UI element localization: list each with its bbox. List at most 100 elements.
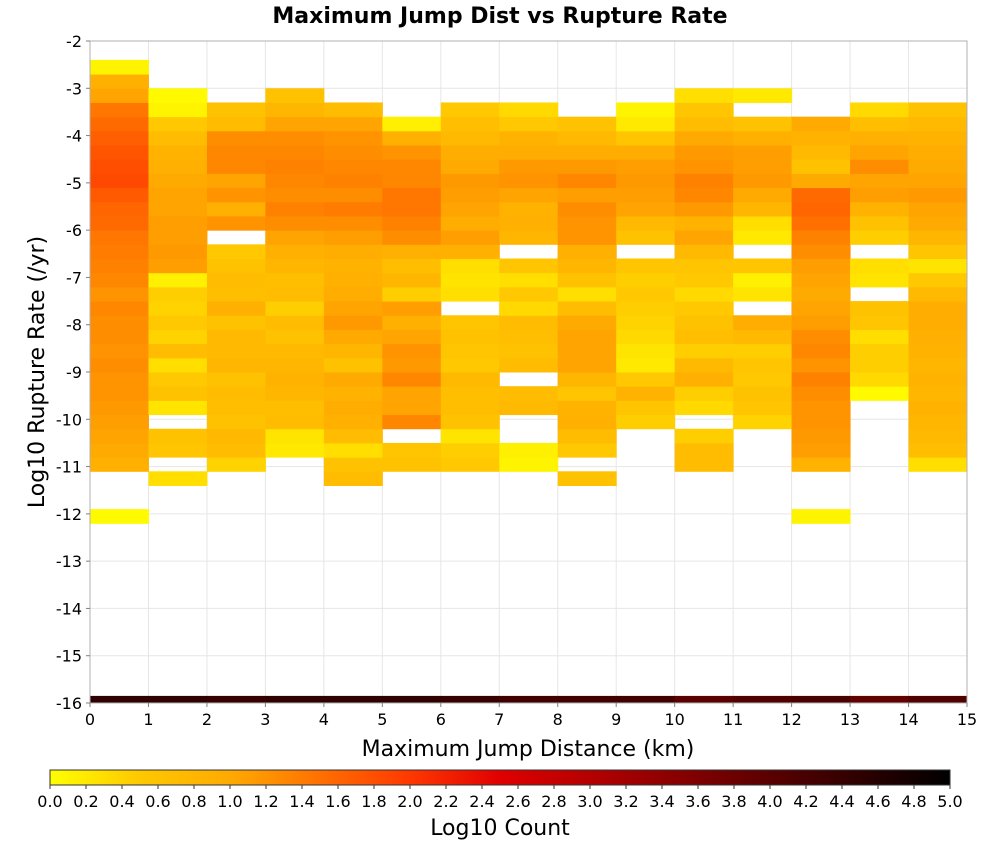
heatmap-cell [499, 301, 559, 316]
heatmap-cell [206, 130, 266, 146]
y-tick-label: -2 [66, 32, 82, 51]
y-tick-label: -16 [56, 694, 82, 713]
heatmap-cells [90, 59, 968, 703]
x-tick-label: 5 [377, 710, 387, 729]
heatmap-cell [148, 201, 208, 217]
heatmap-cell [323, 258, 383, 274]
x-tick-label: 13 [840, 710, 860, 729]
heatmap-cell [206, 315, 266, 330]
heatmap-cell [791, 258, 851, 274]
colorbar-tick-label: 1.6 [325, 792, 350, 811]
heatmap-cell [499, 215, 559, 231]
heatmap-cell [908, 315, 968, 330]
heatmap-cell [616, 343, 676, 359]
heatmap-cell [616, 173, 676, 189]
heatmap-cell [206, 457, 266, 472]
colorbar-tick-label: 1.2 [253, 792, 278, 811]
heatmap-cell [616, 130, 676, 146]
heatmap-cell [265, 372, 325, 387]
heatmap-cell [323, 315, 383, 330]
heatmap-cell [206, 428, 266, 444]
heatmap-cell [908, 372, 968, 387]
heatmap-cell [674, 386, 734, 401]
heatmap-cell [323, 244, 383, 260]
heatmap-cell [323, 130, 383, 146]
heatmap-cell [791, 173, 851, 189]
heatmap-cell [90, 116, 149, 132]
heatmap-cell [206, 695, 266, 703]
heatmap-cell [265, 343, 325, 359]
colorbar-tick-label: 2.2 [433, 792, 458, 811]
heatmap-cell [148, 130, 208, 146]
heatmap-cell [499, 315, 559, 330]
heatmap-cell [206, 187, 266, 203]
heatmap-cell [323, 471, 383, 486]
heatmap-cell [850, 187, 910, 203]
heatmap-cell [440, 187, 500, 203]
heatmap-cell [323, 343, 383, 359]
heatmap-cell [557, 215, 617, 231]
heatmap-cell [90, 457, 149, 472]
heatmap-cell [908, 258, 968, 274]
heatmap-cell [616, 372, 676, 387]
colorbar-tick-label: 2.6 [505, 792, 530, 811]
heatmap-cell [499, 258, 559, 274]
heatmap-cell [206, 102, 266, 118]
heatmap-cell [674, 400, 734, 416]
heatmap-cell [382, 215, 442, 231]
heatmap-cell [265, 244, 325, 260]
heatmap-cell [265, 301, 325, 316]
heatmap-cell [908, 244, 968, 260]
heatmap-cell [791, 428, 851, 444]
heatmap-cell [499, 343, 559, 359]
heatmap-cell [265, 442, 325, 458]
chart-title: Maximum Jump Dist vs Rupture Rate [272, 4, 727, 29]
heatmap-cell [148, 230, 208, 245]
heatmap-cell [265, 130, 325, 146]
heatmap-cell [557, 315, 617, 330]
heatmap-cell [908, 343, 968, 359]
heatmap-cell [733, 130, 793, 146]
heatmap-cell [850, 173, 910, 189]
heatmap-cell [908, 230, 968, 245]
colorbar-tick-label: 1.8 [361, 792, 386, 811]
y-tick-label: -14 [56, 599, 82, 618]
heatmap-cell [440, 428, 500, 444]
heatmap-cell [557, 386, 617, 401]
heatmap-cell [90, 414, 149, 430]
heatmap-cell [557, 116, 617, 132]
colorbar-tick-label: 3.2 [613, 792, 638, 811]
heatmap-cell [499, 159, 559, 174]
heatmap-cell [850, 258, 910, 274]
heatmap-cell [908, 187, 968, 203]
heatmap-cell [382, 272, 442, 288]
heatmap-cell [323, 173, 383, 189]
heatmap-cell [440, 386, 500, 401]
heatmap-cell [674, 130, 734, 146]
heatmap-cell [557, 357, 617, 373]
heatmap-cell [616, 258, 676, 274]
heatmap-cell [148, 400, 208, 416]
heatmap-cell [265, 230, 325, 245]
x-tick-label: 7 [494, 710, 504, 729]
heatmap-cell [440, 116, 500, 132]
y-axis-label: Log10 Rupture Rate (/yr) [25, 236, 50, 508]
heatmap-cell [148, 315, 208, 330]
heatmap-cell [440, 457, 500, 472]
heatmap-cell [323, 215, 383, 231]
heatmap-cell [323, 442, 383, 458]
heatmap-cell [908, 329, 968, 345]
heatmap-cell [440, 215, 500, 231]
heatmap-cell [382, 400, 442, 416]
heatmap-cell [674, 88, 734, 103]
x-tick-label: 6 [436, 710, 446, 729]
heatmap-cell [90, 130, 149, 146]
heatmap-cell [908, 145, 968, 160]
heatmap-cell [206, 145, 266, 160]
heatmap-cell [90, 509, 149, 524]
heatmap-cell [90, 329, 149, 345]
heatmap-cell [674, 145, 734, 160]
heatmap-cell [90, 59, 149, 75]
heatmap-cell [616, 230, 676, 245]
